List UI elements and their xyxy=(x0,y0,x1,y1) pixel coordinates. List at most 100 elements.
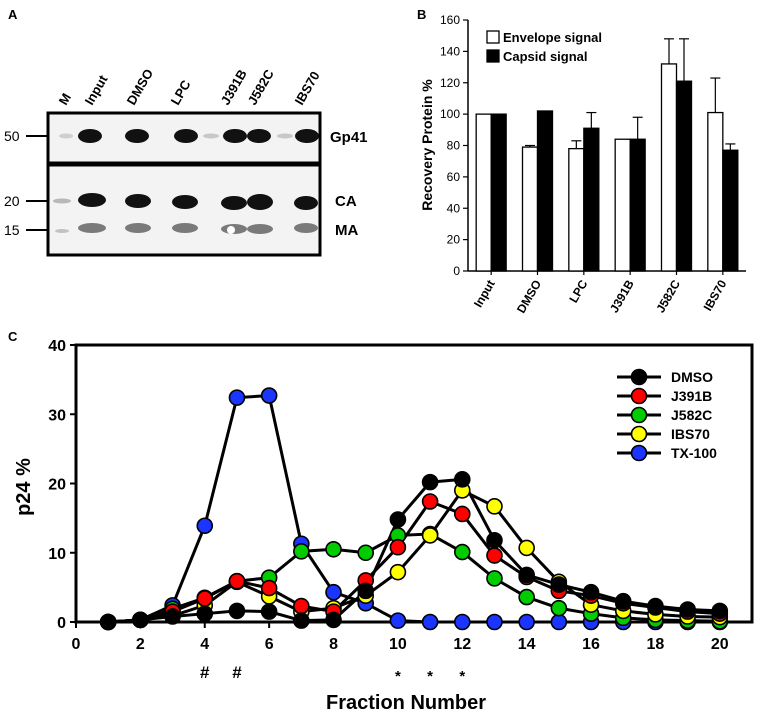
point-tx-100-13 xyxy=(486,613,503,631)
point-tx-100-12 xyxy=(453,613,471,631)
point-dmso-5 xyxy=(228,602,246,620)
point-dmso-9 xyxy=(357,582,375,600)
legend-label-tx-100: TX-100 xyxy=(671,445,717,461)
blot-artifact xyxy=(227,226,235,234)
annotation-asterisk: * xyxy=(395,668,401,685)
band-ca-j582c xyxy=(247,194,273,210)
point-dmso-13 xyxy=(486,531,503,549)
point-dmso-12 xyxy=(453,471,471,488)
point-tx-100-10 xyxy=(389,612,407,629)
bar-envelope-signal-j582c xyxy=(660,63,678,272)
panel-a: A M Input DMSO LPC J391B J582C IBS70 xyxy=(4,7,368,257)
legend-label-dmso: DMSO xyxy=(671,369,713,385)
band-label-ma: MA xyxy=(335,222,358,239)
lane-label-ibs70: IBS70 xyxy=(292,69,323,108)
point-ibs70-10 xyxy=(389,563,407,581)
band-gp41-dmso xyxy=(125,129,149,143)
annotation-hash: # xyxy=(232,663,242,682)
point-dmso-2 xyxy=(132,611,149,629)
band-ca-m xyxy=(53,198,71,204)
band-ma-input xyxy=(78,223,106,233)
legend-label-j582c: J582C xyxy=(671,407,712,423)
point-j582c-13 xyxy=(486,570,503,587)
annotation-hash: # xyxy=(200,663,210,682)
panel-c-x-tick-label: 4 xyxy=(200,636,209,653)
panel-b-category-label: DMSO xyxy=(514,278,544,316)
point-dmso-17 xyxy=(614,592,632,610)
band-gp41-ibs70 xyxy=(295,129,319,143)
panel-c-x-axis-label: Fraction Number xyxy=(326,692,486,714)
panel-c-x-tick-label: 8 xyxy=(329,636,338,653)
point-dmso-15 xyxy=(550,576,568,593)
mw-label-50: 50 xyxy=(4,128,20,144)
ma-bands xyxy=(55,223,318,234)
band-label-gp41: Gp41 xyxy=(330,129,368,146)
point-dmso-16 xyxy=(582,583,600,601)
band-ma-dmso xyxy=(125,223,151,233)
panel-b-y-tick-label: 140 xyxy=(440,44,460,58)
lane-label-m: M xyxy=(56,91,74,108)
band-label-ca: CA xyxy=(335,193,357,210)
band-gp41-j391b xyxy=(223,129,247,143)
band-ca-lpc xyxy=(172,195,198,209)
band-ca-j391b xyxy=(221,196,247,210)
panel-b-category-label: Input xyxy=(471,278,498,310)
legend-swatch-capsid-signal xyxy=(486,49,500,63)
bar-envelope-signal-lpc xyxy=(568,147,585,272)
band-gp41-faint xyxy=(203,133,219,139)
legend-label-capsid-signal: Capsid signal xyxy=(503,49,588,64)
point-j391b-6 xyxy=(260,579,278,597)
panel-b-category-label: J391B xyxy=(607,277,637,315)
point-dmso-18 xyxy=(647,597,664,615)
point-dmso-19 xyxy=(679,601,696,618)
gp41-bands xyxy=(59,129,319,143)
ca-bands xyxy=(53,193,318,210)
legend-marker-ibs70 xyxy=(630,425,648,443)
point-ibs70-13 xyxy=(486,498,503,515)
point-j391b-5 xyxy=(228,572,246,590)
lane-label-j391b: J391B xyxy=(218,67,250,108)
point-j391b-11 xyxy=(421,493,439,510)
point-dmso-3 xyxy=(164,608,181,625)
panel-b: B Recovery Protein % 0 20 40 60 80 100 120 140 1… xyxy=(417,7,746,316)
band-ma-ibs70 xyxy=(294,223,318,233)
band-ca-input xyxy=(78,193,106,207)
bar-envelope-signal-j391b xyxy=(614,138,631,272)
mw-label-20: 20 xyxy=(4,193,20,209)
point-tx-100-4 xyxy=(196,517,214,535)
point-ibs70-14 xyxy=(518,539,535,557)
panel-c-y-axis-label: p24 % xyxy=(13,458,35,516)
panel-c: C p24 % Fraction Number 0 10 20 30 40 0 2 4 6 8 10… xyxy=(8,329,754,714)
band-gp41-lpc xyxy=(174,129,198,143)
lane-label-j582c: J582C xyxy=(245,66,277,107)
point-dmso-7 xyxy=(293,612,310,629)
panel-c-y-tick-label: 20 xyxy=(48,477,66,494)
panel-c-x-tick-label: 6 xyxy=(265,636,274,653)
point-dmso-14 xyxy=(518,566,535,584)
panel-c-label: C xyxy=(8,329,18,344)
panel-c-x-tick-label: 14 xyxy=(518,636,536,653)
legend-marker-tx-100 xyxy=(630,444,648,462)
legend-marker-j391b xyxy=(630,387,648,405)
panel-c-x-tick-label: 20 xyxy=(711,636,729,653)
panel-c-y-tick-label: 30 xyxy=(48,407,66,424)
point-j582c-8 xyxy=(325,540,342,558)
blot-ca-ma-strip xyxy=(46,163,322,257)
panel-b-y-tick-label: 80 xyxy=(447,139,461,153)
panel-b-y-tick-label: 0 xyxy=(453,264,460,278)
panel-b-y-tick-label: 120 xyxy=(440,76,460,90)
band-ca-ibs70 xyxy=(294,196,318,210)
legend-label-envelope-signal: Envelope signal xyxy=(503,30,602,45)
point-j582c-7 xyxy=(293,543,310,560)
panel-b-category-label: IBS70 xyxy=(701,277,730,313)
point-tx-100-8 xyxy=(325,583,342,601)
panel-b-y-tick-label: 100 xyxy=(440,107,460,121)
bar-capsid-signal-lpc xyxy=(583,127,600,272)
legend-marker-j582c xyxy=(630,406,648,424)
panel-b-y-tick-label: 40 xyxy=(447,201,461,215)
lane-label-input: Input xyxy=(82,72,111,108)
panel-c-x-tick-label: 0 xyxy=(72,636,81,653)
point-j391b-7 xyxy=(293,597,310,615)
point-dmso-10 xyxy=(389,511,407,528)
